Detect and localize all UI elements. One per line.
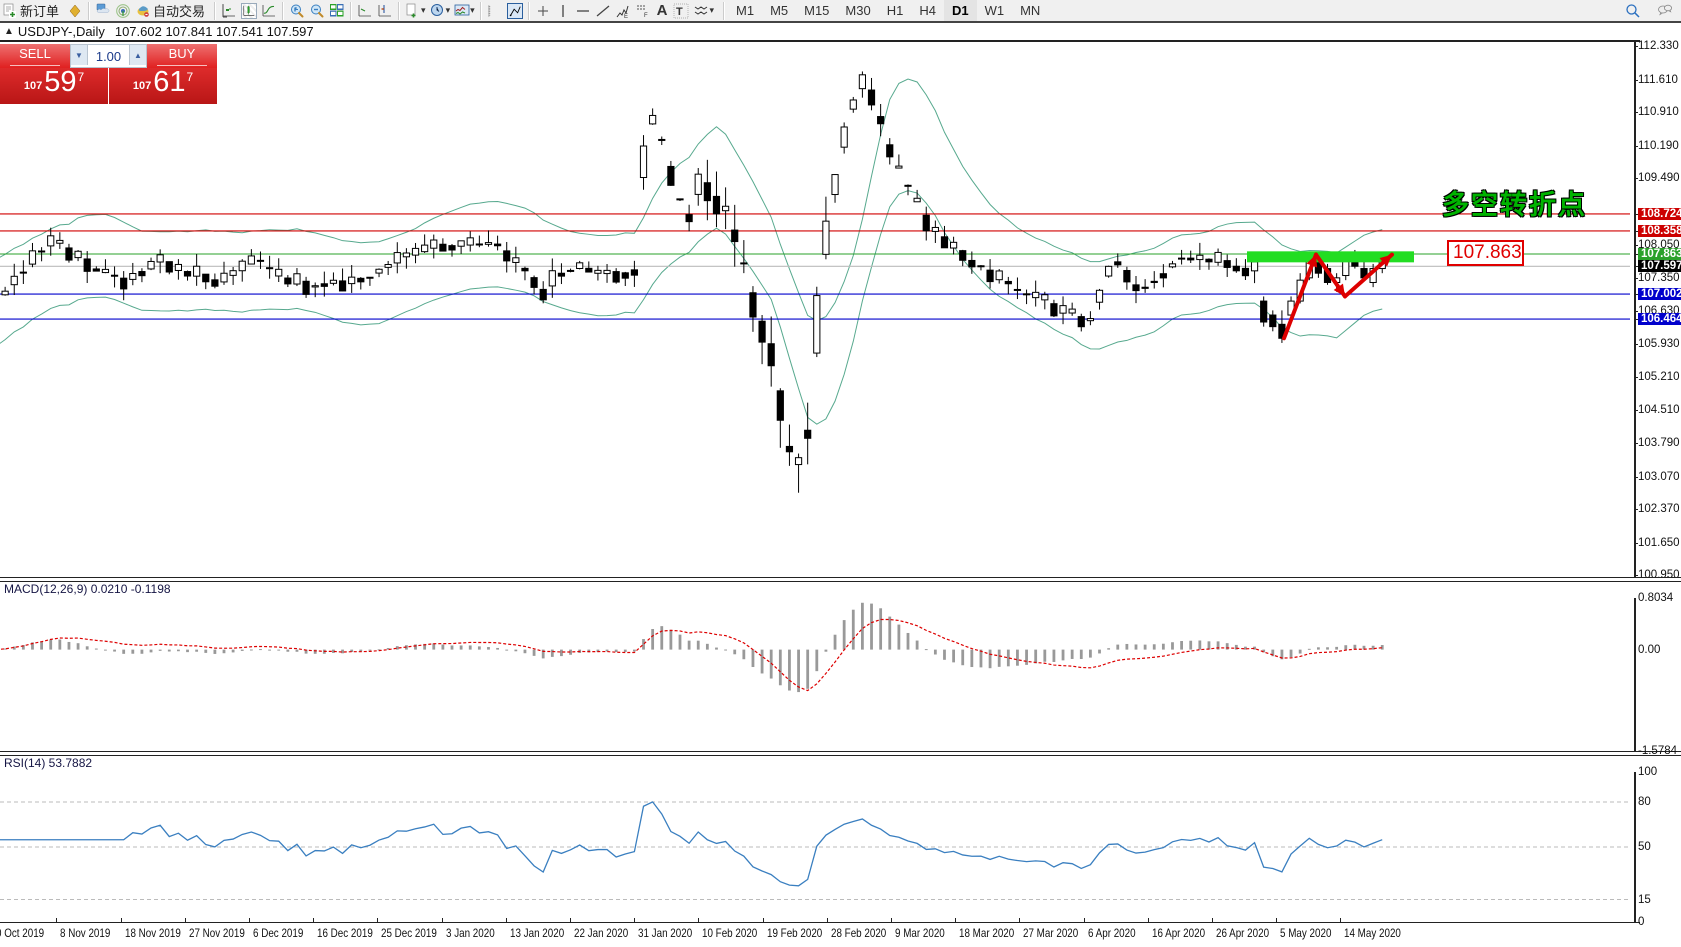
- svg-text:T: T: [676, 6, 683, 18]
- svg-text:E: E: [624, 14, 628, 19]
- svg-text:F: F: [644, 13, 648, 19]
